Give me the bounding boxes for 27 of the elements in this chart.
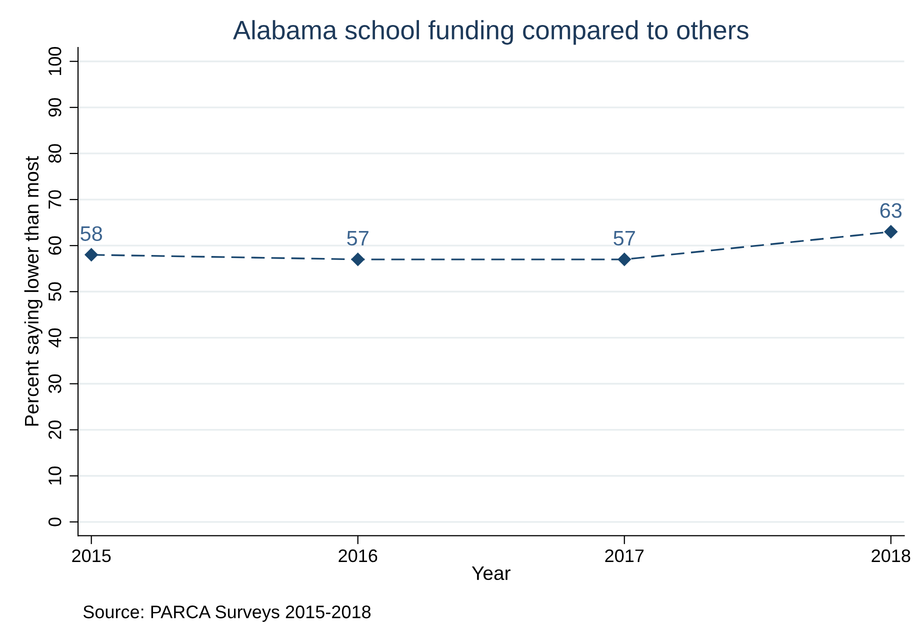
y-tick-label: 0 <box>48 518 62 526</box>
y-tick-label: 70 <box>48 190 62 209</box>
x-axis-title: Year <box>472 566 510 580</box>
x-tick-label: 2016 <box>338 549 378 562</box>
data-label: 57 <box>347 231 368 246</box>
y-tick-label: 10 <box>48 466 62 485</box>
y-tick-label: 50 <box>48 282 62 301</box>
y-tick-label: 90 <box>48 98 62 117</box>
y-tick-label: 80 <box>48 144 62 163</box>
point <box>351 252 364 266</box>
point <box>618 252 631 266</box>
y-tick-label: 20 <box>48 420 62 439</box>
data-label: 57 <box>614 231 635 246</box>
x-tick-label: 2018 <box>872 549 910 562</box>
y-axis-title: Percent saying lower than most <box>24 156 42 426</box>
y-tick-label: 100 <box>48 47 62 76</box>
y-tick-label: 40 <box>48 328 62 348</box>
x-tick-label: 2015 <box>72 549 111 562</box>
x-tick-label: 2017 <box>605 549 644 562</box>
point <box>84 248 98 262</box>
point <box>884 225 898 238</box>
chart-title: Alabama school funding compared to others <box>233 20 748 45</box>
data-label: 58 <box>80 226 102 241</box>
source-note: Source: PARCA Surveys 2015-2018 <box>83 606 371 622</box>
y-tick-label: 60 <box>48 236 62 255</box>
data-label: 63 <box>880 203 902 218</box>
y-tick-label: 30 <box>48 374 62 394</box>
